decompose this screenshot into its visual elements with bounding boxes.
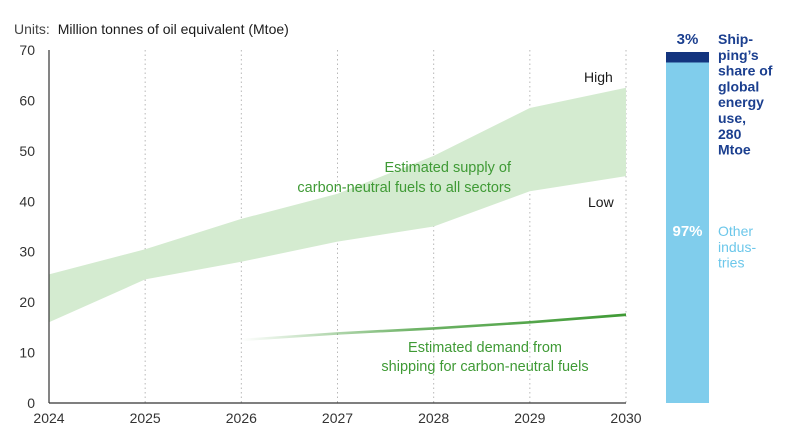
- x-tick-2030: 2030: [610, 410, 641, 426]
- shipping-share-label-line: global: [718, 78, 759, 94]
- shipping-share-label-line: use,: [718, 110, 746, 126]
- y-tick-50: 50: [19, 143, 35, 159]
- y-tick-0: 0: [27, 395, 35, 411]
- x-tick-2025: 2025: [130, 410, 161, 426]
- units-caption: Units: Million tonnes of oil equivalent …: [14, 21, 289, 37]
- shipping-share-label-line: Ship-: [718, 31, 753, 47]
- demand-annotation-line1: Estimated demand from: [408, 340, 562, 356]
- x-tick-2027: 2027: [322, 410, 353, 426]
- shipping-total-unit: Mtoe: [718, 142, 751, 158]
- y-tick-60: 60: [19, 92, 35, 108]
- y-tick-70: 70: [19, 42, 35, 58]
- supply-annotation-line1: Estimated supply of: [384, 160, 512, 176]
- supply-annotation-line2: carbon-neutral fuels to all sectors: [297, 180, 511, 196]
- other-industries-label-line: tries: [718, 255, 744, 271]
- demand-annotation-line2: shipping for carbon-neutral fuels: [381, 359, 588, 375]
- supply-band: [49, 87, 626, 323]
- other-industries-percent: 97%: [672, 223, 702, 240]
- shipping-percent: 3%: [677, 31, 699, 48]
- units-label: Units:: [14, 21, 50, 37]
- shipping-total-value: 280: [718, 126, 742, 142]
- other-industries-segment: [666, 62, 709, 403]
- x-tick-2026: 2026: [226, 410, 257, 426]
- axes: [48, 50, 626, 404]
- y-tick-30: 30: [19, 244, 35, 260]
- units-value: Million tonnes of oil equivalent (Mtoe): [58, 21, 289, 37]
- x-tick-2024: 2024: [33, 410, 64, 426]
- demand-series: [241, 313, 627, 342]
- demand-line: [241, 313, 627, 342]
- shipping-segment: [666, 52, 709, 63]
- low-label: Low: [588, 194, 615, 210]
- other-industries-label-line: Other: [718, 223, 753, 239]
- high-label: High: [584, 69, 613, 85]
- x-tick-2028: 2028: [418, 410, 449, 426]
- x-tick-2029: 2029: [514, 410, 545, 426]
- shipping-share-label-line: share of: [718, 63, 773, 79]
- y-tick-20: 20: [19, 294, 35, 310]
- other-industries-label-line: indus-: [718, 239, 756, 255]
- y-tick-10: 10: [19, 345, 35, 361]
- y-tick-40: 40: [19, 193, 35, 209]
- supply-range-area: [49, 87, 626, 323]
- shipping-share-label-line: energy: [718, 94, 764, 110]
- shipping-share-label-line: ping’s: [718, 47, 759, 63]
